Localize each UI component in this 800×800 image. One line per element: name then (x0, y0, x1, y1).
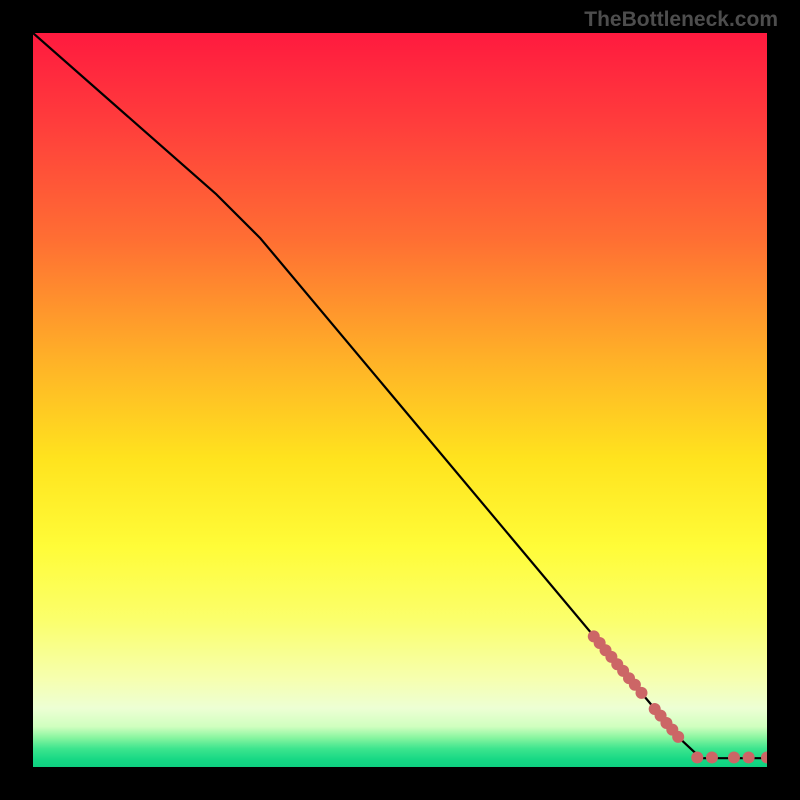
data-marker (743, 751, 755, 763)
data-marker (706, 751, 718, 763)
gradient-background (33, 33, 767, 767)
data-marker (672, 731, 684, 743)
chart-container: TheBottleneck.com (0, 0, 800, 800)
plot-area (33, 33, 767, 767)
data-marker (728, 751, 740, 763)
data-marker (635, 687, 647, 699)
watermark-text: TheBottleneck.com (584, 8, 778, 32)
chart-svg (33, 33, 767, 767)
data-marker (691, 751, 703, 763)
